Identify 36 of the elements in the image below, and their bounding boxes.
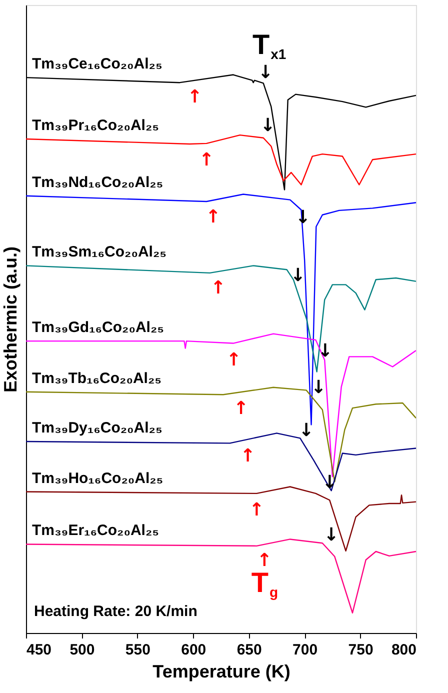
x-tick-label: 650 bbox=[236, 642, 262, 658]
annotation: ↓ bbox=[290, 265, 306, 286]
series-label: Tm₃₉Ce₁₆Co₂₀Al₂₅ bbox=[32, 56, 162, 73]
annotation: ↓ bbox=[318, 340, 333, 362]
annotation: ↑ bbox=[210, 277, 226, 298]
x-tick-label: 550 bbox=[125, 642, 150, 658]
annotation: Heating Rate: 20 K/min bbox=[34, 603, 198, 620]
x-tick-label: 600 bbox=[181, 642, 206, 658]
annotation: ↓ bbox=[260, 114, 276, 136]
annotation: ↓ bbox=[310, 377, 326, 398]
x-axis-title: Temperature (K) bbox=[152, 662, 290, 682]
series-label: Tm₃₉Gd₁₆Co₂₀Al₂₅ bbox=[32, 319, 164, 336]
y-axis-title: Exothermic (a.u.) bbox=[0, 246, 20, 393]
series-label: Tm₃₉Sm₁₆Co₂₀Al₂₅ bbox=[32, 244, 167, 261]
annotation: ↑ bbox=[206, 206, 221, 228]
annotation: ↑ bbox=[249, 499, 264, 520]
annotation: ↑ bbox=[187, 86, 202, 108]
annotation: ↓ bbox=[258, 62, 274, 83]
series-label: Tm₃₉Pr₁₆Co₂₀Al₂₅ bbox=[32, 116, 160, 134]
series-label: Tm₃₉Nd₁₆Co₂₀Al₂₅ bbox=[32, 174, 164, 191]
annotation: ↓ bbox=[298, 420, 314, 442]
series-label: Tm₃₉Tb₁₆Co₂₀Al₂₅ bbox=[32, 370, 162, 387]
annotation: ↑ bbox=[240, 445, 256, 466]
series-label: Tm₃₉Er₁₆Co₂₀Al₂₅ bbox=[32, 522, 160, 540]
annotation: ↓ bbox=[324, 524, 339, 546]
x-tick-label: 450 bbox=[26, 642, 52, 658]
annotation: ↑ bbox=[234, 398, 249, 419]
x-tick-label: 500 bbox=[70, 642, 95, 658]
x-tick-label: 700 bbox=[292, 642, 318, 658]
annotation: ↑ bbox=[256, 550, 272, 572]
x-tick-label: 800 bbox=[391, 642, 416, 658]
x-tick-label: 750 bbox=[348, 642, 374, 658]
annotation: ↑ bbox=[198, 149, 214, 170]
series-label: Tm₃₉Ho₁₆Co₂₀Al₂₅ bbox=[32, 470, 164, 487]
annotation: ↑ bbox=[226, 349, 242, 370]
series-label: Tm₃₉Dy₁₆Co₂₀Al₂₅ bbox=[32, 420, 162, 437]
